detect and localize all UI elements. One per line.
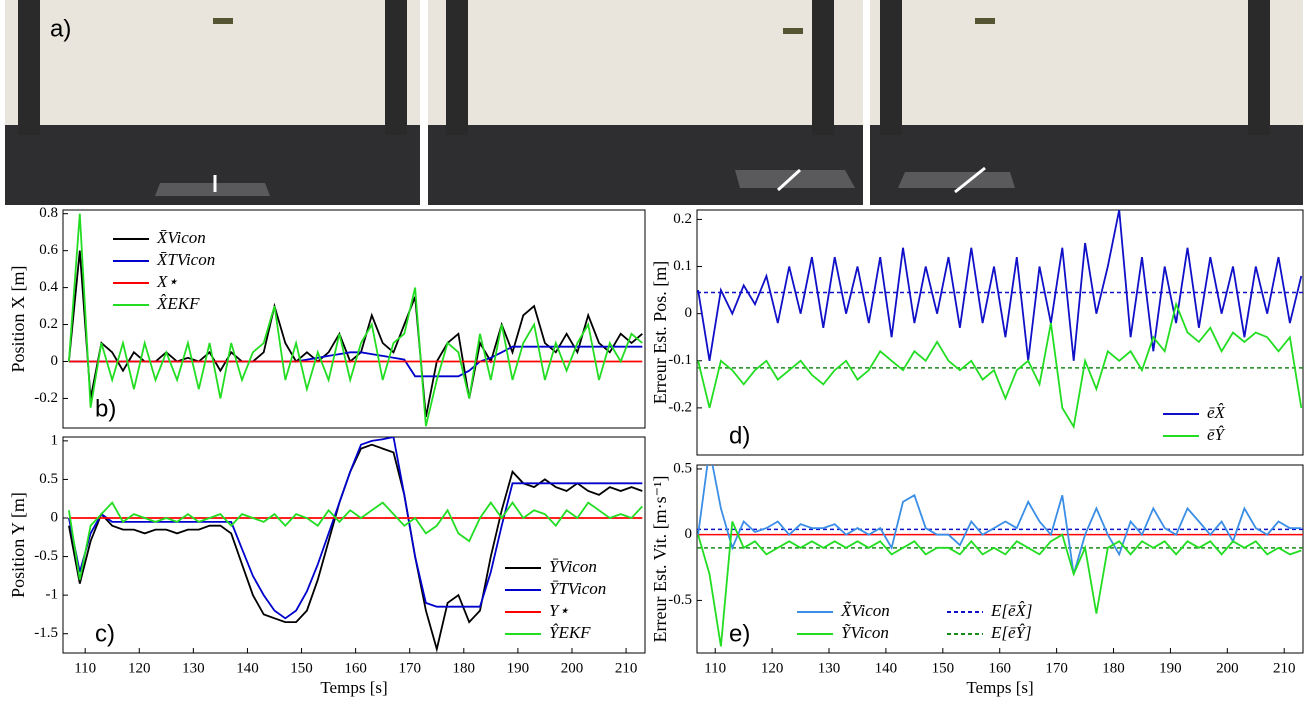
panel-label: c): [95, 620, 115, 647]
y-tick-label: 0: [51, 509, 59, 525]
plot-frame: [62, 436, 646, 654]
legend-label: X̄Vicon: [156, 228, 206, 247]
y-tick-label: 0: [685, 305, 693, 321]
x-tick-label: 160: [988, 660, 1011, 676]
x-tick-label: 150: [290, 660, 313, 676]
x-tick-label: 200: [561, 660, 584, 676]
panel-label: b): [95, 395, 116, 422]
y-tick-label: 0.5: [39, 471, 58, 487]
y-tick-label: 0.2: [673, 211, 692, 227]
legend-label: ēŶ: [1207, 425, 1226, 444]
photo: [5, 0, 420, 205]
x-tick-label: 210: [615, 660, 638, 676]
x-tick-label: 110: [704, 660, 726, 676]
y-tick-label: 0: [51, 353, 59, 369]
photo-panel: a): [5, 0, 1303, 205]
chart: -0.5 0 0.5 110 120 130 140 150 160 170 180 190 200 21…: [650, 460, 1304, 697]
x-tick-label: 120: [761, 660, 784, 676]
series-line: [68, 213, 643, 427]
x-tick-label: 140: [875, 660, 898, 676]
legend-label: ēX̂: [1207, 403, 1226, 422]
legend-label: ȲVicon: [549, 557, 597, 576]
legend-label: Y⋆: [549, 601, 569, 620]
x-axis-label: Temps [s]: [320, 678, 387, 697]
y-tick-label: 0.4: [39, 279, 58, 295]
legend-label: ŶEKF: [549, 623, 591, 642]
chart: -0.2 -0.1 0 0.1 0.2 Erreur Est. Pos. [m] ēX̂ ēŶ…: [650, 209, 1304, 456]
x-tick-label: 160: [344, 660, 367, 676]
photo: [428, 0, 863, 205]
legend: ȲVicon ȲTVicon Y⋆ ŶEKF: [505, 557, 606, 642]
x-tick-label: 190: [1159, 660, 1182, 676]
legend-label: ỸVicon: [841, 623, 889, 642]
y-axis-label: Position Y [m]: [8, 492, 28, 598]
x-tick-label: 110: [74, 660, 96, 676]
photo: [870, 0, 1303, 205]
y-tick-label: 0.6: [39, 242, 58, 258]
x-tick-label: 180: [453, 660, 476, 676]
legend-label: X̄TVicon: [156, 250, 215, 269]
y-tick-label: -0.5: [34, 548, 58, 564]
x-tick-label: 190: [507, 660, 530, 676]
legend-label: X⋆: [156, 272, 178, 291]
panel-label: d): [729, 422, 750, 449]
y-axis-label: Erreur Est. Vit. [m·s⁻¹]: [650, 476, 670, 643]
series-line: [697, 465, 1302, 575]
x-tick-label: 200: [1216, 660, 1239, 676]
legend: X̃Vicon ỸVicon E[ēX̂] E[ēŶ]: [797, 601, 1033, 642]
x-tick-label: 130: [818, 660, 841, 676]
y-tick-label: 0.1: [673, 258, 692, 274]
series-line: [68, 501, 643, 580]
legend-label: ȲTVicon: [549, 579, 606, 598]
y-tick-label: -0.2: [34, 390, 58, 406]
x-tick-label: 180: [1102, 660, 1125, 676]
legend: X̄Vicon X̄TVicon X⋆ X̂EKF: [113, 228, 215, 313]
x-tick-label: 120: [128, 660, 151, 676]
x-tick-label: 140: [236, 660, 259, 676]
y-axis-label: Erreur Est. Pos. [m]: [650, 261, 670, 404]
legend: ēX̂ ēŶ: [1163, 403, 1226, 444]
legend-label: E[ēX̂]: [990, 601, 1033, 620]
y-tick-label: 0: [685, 526, 693, 542]
chart: -1.5 -1 -0.5 0 0.5 1 110 120 130 140 150 160 170 180 1…: [8, 432, 646, 697]
x-tick-label: 130: [182, 660, 205, 676]
y-tick-label: -0.2: [668, 399, 692, 415]
y-tick-label: -1: [46, 587, 59, 603]
series-line: [697, 301, 1303, 430]
legend-label: X̂EKF: [156, 294, 200, 313]
x-tick-label: 170: [1045, 660, 1068, 676]
legend-label: X̃Vicon: [840, 601, 890, 620]
plot-frame: [62, 209, 646, 429]
y-axis-label: Position X [m]: [8, 265, 28, 372]
legend-label: E[ēŶ]: [990, 623, 1032, 642]
y-tick-label: 0.8: [39, 205, 58, 221]
y-tick-label: -0.5: [668, 592, 692, 608]
plot-frame: [696, 209, 1304, 456]
x-tick-label: 170: [398, 660, 421, 676]
panel-label: a): [50, 15, 71, 42]
series-line: [697, 210, 1303, 361]
y-tick-label: 0.5: [673, 460, 692, 476]
series-line: [68, 250, 643, 418]
y-tick-label: 0.2: [39, 316, 58, 332]
x-tick-label: 150: [932, 660, 955, 676]
y-tick-label: 1: [51, 432, 59, 448]
x-axis-label: Temps [s]: [966, 678, 1033, 697]
y-tick-label: -1.5: [34, 625, 58, 641]
x-tick-label: 210: [1273, 660, 1296, 676]
series-line: [697, 521, 1302, 647]
y-tick-label: -0.1: [668, 352, 692, 368]
series-line: [68, 437, 643, 620]
panel-label: e): [729, 620, 750, 647]
